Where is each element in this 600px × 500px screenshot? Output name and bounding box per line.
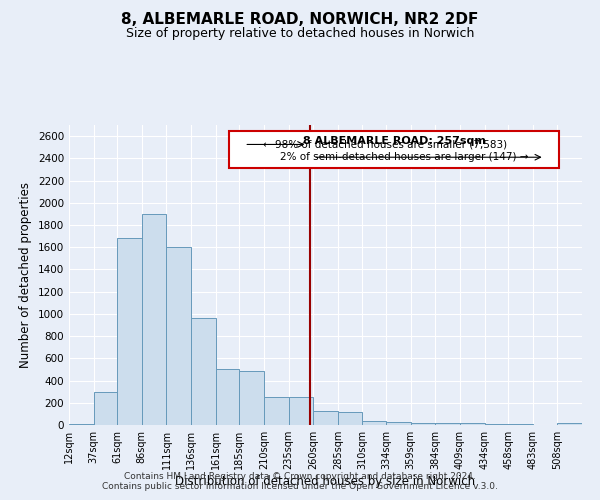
Bar xyxy=(289,397,313,425)
Bar xyxy=(386,422,410,425)
Bar xyxy=(94,392,117,425)
Text: 8, ALBEMARLE ROAD, NORWICH, NR2 2DF: 8, ALBEMARLE ROAD, NORWICH, NR2 2DF xyxy=(121,12,479,28)
Bar xyxy=(216,370,239,425)
X-axis label: Distribution of detached houses by size in Norwich: Distribution of detached houses by size … xyxy=(175,475,476,488)
Text: ← 98% of detached houses are smaller (7,583): ← 98% of detached houses are smaller (7,… xyxy=(263,140,506,149)
Text: Size of property relative to detached houses in Norwich: Size of property relative to detached ho… xyxy=(126,28,474,40)
Bar xyxy=(338,412,362,425)
Bar xyxy=(264,397,289,425)
Bar xyxy=(460,424,485,425)
Text: 2% of semi-detached houses are larger (147) →: 2% of semi-detached houses are larger (1… xyxy=(280,152,529,162)
Bar xyxy=(239,370,264,425)
Bar xyxy=(557,423,582,425)
Bar xyxy=(191,318,216,425)
Bar xyxy=(69,424,94,425)
Bar xyxy=(117,238,142,425)
Text: 8 ALBEMARLE ROAD: 257sqm: 8 ALBEMARLE ROAD: 257sqm xyxy=(303,136,486,145)
Text: Contains public sector information licensed under the Open Government Licence v.: Contains public sector information licen… xyxy=(102,482,498,491)
Bar xyxy=(435,423,460,425)
Y-axis label: Number of detached properties: Number of detached properties xyxy=(19,182,32,368)
Bar xyxy=(362,420,386,425)
FancyBboxPatch shape xyxy=(229,130,559,168)
Text: Contains HM Land Registry data © Crown copyright and database right 2024.: Contains HM Land Registry data © Crown c… xyxy=(124,472,476,481)
Bar xyxy=(142,214,166,425)
Bar xyxy=(485,424,508,425)
Bar xyxy=(166,247,191,425)
Bar xyxy=(410,423,435,425)
Bar xyxy=(313,410,338,425)
Bar xyxy=(508,424,533,425)
